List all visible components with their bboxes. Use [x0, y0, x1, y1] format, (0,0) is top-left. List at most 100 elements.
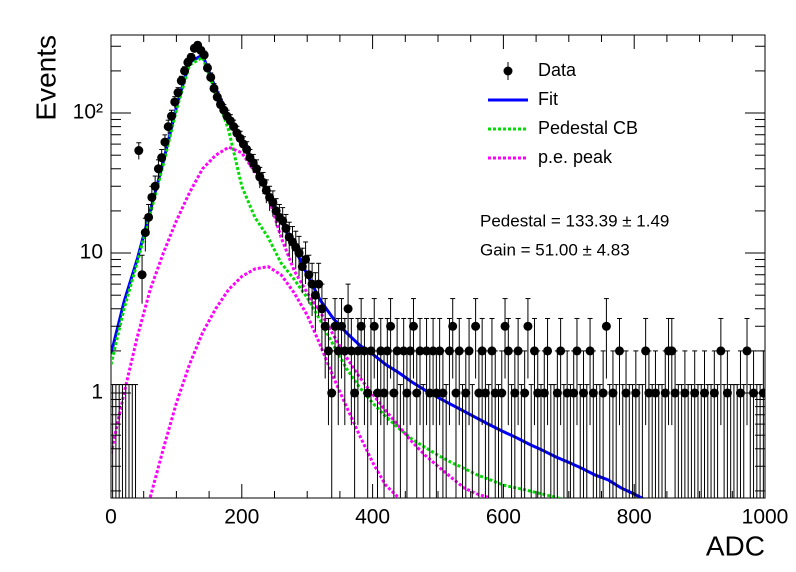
legend-label: Fit	[538, 89, 558, 109]
data-point	[373, 388, 383, 398]
data-point	[533, 388, 543, 398]
data-point	[350, 388, 360, 398]
curve	[111, 145, 491, 498]
data-point	[405, 346, 415, 356]
data-point	[644, 388, 654, 398]
data-point	[454, 346, 464, 356]
data-point	[333, 346, 343, 356]
data-point	[353, 346, 363, 356]
data-point	[320, 321, 330, 331]
data-point	[641, 346, 651, 356]
y-tick-label: 1	[91, 381, 103, 404]
data-point	[471, 321, 481, 331]
x-tick-label: 0	[105, 506, 117, 529]
x-tick-label: 1000	[742, 506, 789, 529]
data-point	[137, 270, 147, 280]
data-point	[150, 181, 160, 191]
data-point	[556, 346, 566, 356]
data-point	[464, 346, 474, 356]
legend-label: p.e. peak	[538, 147, 613, 167]
data-point	[451, 388, 461, 398]
data-point	[425, 388, 435, 398]
data-point	[186, 52, 196, 62]
y-tick-label: 10²	[73, 101, 103, 124]
data-point	[500, 321, 510, 331]
data-point	[474, 388, 484, 398]
data-point	[722, 388, 732, 398]
data-point	[598, 388, 608, 398]
data-point	[572, 346, 582, 356]
data-point	[307, 279, 317, 289]
data-point	[242, 144, 252, 154]
plot-area	[111, 40, 765, 498]
data-point	[461, 388, 471, 398]
data-point	[173, 88, 183, 98]
data-point	[660, 388, 670, 398]
data-point	[503, 346, 513, 356]
data-point	[621, 388, 631, 398]
data-point	[382, 346, 392, 356]
data-point	[579, 388, 589, 398]
data-point	[543, 346, 553, 356]
data-point	[438, 388, 448, 398]
data-point	[323, 346, 333, 356]
data-point	[301, 254, 311, 264]
data-point	[199, 50, 209, 60]
data-point	[359, 346, 369, 356]
data-point	[206, 72, 216, 82]
data-point	[650, 388, 660, 398]
data-point	[317, 304, 327, 314]
data-point	[477, 346, 487, 356]
data-point	[202, 63, 212, 73]
data-point	[680, 388, 690, 398]
data-point	[520, 388, 530, 398]
data-point	[735, 388, 745, 398]
data-point	[252, 164, 262, 174]
data-point	[330, 321, 340, 331]
y-tick-label: 10	[80, 241, 103, 264]
data-point	[392, 346, 402, 356]
data-point	[379, 388, 389, 398]
data-point	[569, 388, 579, 398]
x-axis-label: ADC	[706, 530, 765, 561]
data-point	[510, 388, 520, 398]
legend-marker	[503, 66, 513, 76]
data-point	[431, 388, 441, 398]
data-point	[147, 192, 157, 202]
data-point	[278, 216, 288, 226]
data-point	[412, 388, 422, 398]
data-point	[399, 346, 409, 356]
legend-label: Pedestal CB	[538, 118, 638, 138]
data-point	[428, 346, 438, 356]
data-point	[140, 228, 150, 238]
data-point	[529, 346, 539, 356]
data-point	[523, 321, 533, 331]
data-point	[297, 262, 307, 272]
data-point	[444, 346, 454, 356]
data-point	[314, 279, 324, 289]
data-point	[157, 153, 167, 163]
data-point	[601, 321, 611, 331]
data-point	[742, 346, 752, 356]
data-point	[369, 321, 379, 331]
data-point	[402, 388, 412, 398]
data-point	[700, 388, 710, 398]
data-point	[170, 97, 180, 107]
data-point	[343, 304, 353, 314]
data-point	[281, 223, 291, 233]
data-point	[176, 76, 186, 86]
data-point	[497, 388, 507, 398]
data-point	[160, 137, 170, 147]
data-point	[376, 346, 386, 356]
annotation: Gain = 51.00 ± 4.83	[480, 240, 630, 259]
x-tick-label: 200	[224, 506, 259, 529]
data-point	[261, 185, 271, 195]
data-point	[134, 146, 144, 156]
data-point	[304, 270, 314, 280]
data-point	[386, 321, 396, 331]
data-point	[539, 388, 549, 398]
data-point	[435, 346, 445, 356]
annotation: Pedestal = 133.39 ± 1.49	[480, 211, 669, 230]
data-point	[448, 321, 458, 331]
